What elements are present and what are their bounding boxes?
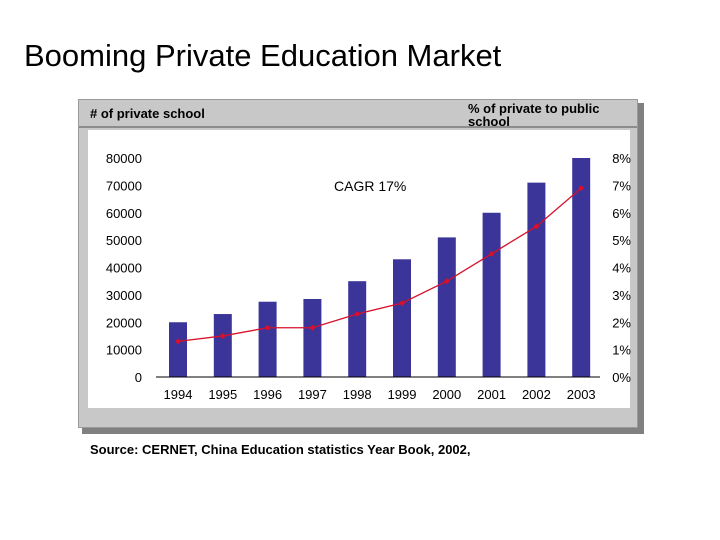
left-tick-label: 70000	[106, 178, 142, 193]
right-tick-label: 2%	[612, 315, 631, 330]
left-tick-label: 60000	[106, 206, 142, 221]
bar	[527, 182, 546, 377]
right-tick-label: 7%	[612, 178, 631, 193]
category-label: 1994	[164, 387, 193, 402]
right-tick-label: 6%	[612, 206, 631, 221]
line-marker	[488, 250, 495, 257]
category-label: 1996	[253, 387, 282, 402]
slide-title: Booming Private Education Market	[24, 38, 502, 73]
right-tick-label: 4%	[612, 261, 631, 276]
bar	[303, 298, 322, 377]
category-label: 2002	[522, 387, 551, 402]
right-axis-header: % of private to public school	[468, 101, 600, 129]
left-axis-header: # of private school	[90, 106, 205, 121]
left-tick-label: 80000	[106, 151, 142, 166]
line-marker	[175, 338, 181, 345]
bar	[169, 322, 187, 377]
left-tick-label: 20000	[106, 315, 142, 330]
category-label: 1997	[298, 387, 327, 402]
line-marker	[264, 324, 271, 331]
bar	[437, 237, 456, 377]
category-label: 1999	[388, 387, 417, 402]
right-tick-label: 5%	[612, 233, 631, 248]
bar	[258, 301, 277, 377]
left-tick-label: 50000	[106, 233, 142, 248]
cagr-annotation: CAGR 17%	[334, 178, 406, 194]
source-note: Source: CERNET, China Education statisti…	[90, 442, 471, 457]
right-tick-label: 1%	[612, 343, 631, 358]
category-label: 2000	[432, 387, 461, 402]
line-marker	[354, 311, 361, 318]
category-label: 2003	[567, 387, 596, 402]
bar	[213, 314, 232, 377]
right-tick-label: 8%	[612, 151, 631, 166]
right-tick-label: 3%	[612, 288, 631, 303]
line-marker	[533, 223, 540, 230]
left-tick-label: 10000	[106, 343, 142, 358]
bar	[393, 259, 411, 377]
percent-line	[177, 187, 582, 343]
line-marker	[443, 278, 450, 285]
bar	[482, 212, 501, 377]
category-label: 2001	[477, 387, 506, 402]
line-marker	[219, 332, 226, 339]
bar	[348, 281, 367, 377]
category-label: 1998	[343, 387, 372, 402]
right-tick-label: 0%	[612, 370, 631, 385]
header-rule	[79, 126, 637, 128]
category-label: 1995	[208, 387, 237, 402]
line-marker	[309, 324, 316, 331]
left-tick-label: 0	[135, 370, 142, 385]
left-tick-label: 40000	[106, 261, 142, 276]
bar	[572, 158, 591, 377]
left-tick-label: 30000	[106, 288, 142, 303]
line-marker	[399, 300, 405, 307]
line-marker	[578, 185, 585, 192]
